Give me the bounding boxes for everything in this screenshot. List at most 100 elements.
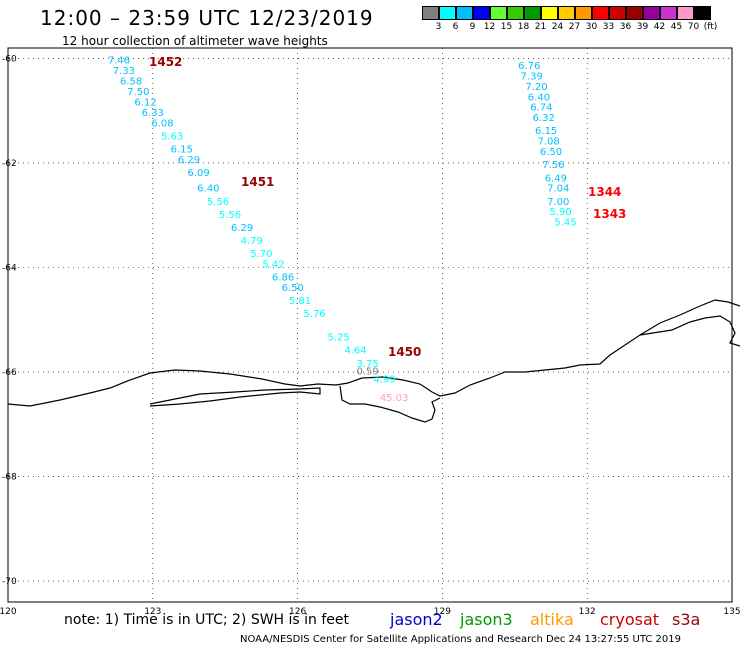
wave-height-label: 5.70 — [250, 249, 272, 260]
wave-height-label: 7.20 — [525, 82, 547, 93]
wave-height-label: 6.32 — [533, 113, 555, 124]
color-swatch — [507, 6, 524, 20]
longitude-tick-label: 120 — [0, 607, 17, 617]
longitude-tick-label: 123 — [144, 607, 161, 617]
wave-height-label: 4.79 — [241, 236, 263, 247]
color-swatch — [439, 6, 456, 20]
wave-height-label: 7.56 — [542, 160, 564, 171]
map-border — [7, 47, 733, 603]
wave-height-label: 6.09 — [188, 168, 210, 179]
color-scale-label: 39 — [636, 22, 649, 32]
latitude-tick-label: -66 — [2, 368, 17, 378]
latitude-tick-label: -64 — [2, 264, 17, 274]
color-swatch — [592, 6, 609, 20]
map-title: 12:00 – 23:59 UTC 12/23/2019 — [40, 6, 374, 30]
color-scale-label: 33 — [602, 22, 615, 32]
color-scale-label: 42 — [653, 22, 666, 32]
color-swatch — [422, 6, 439, 20]
wave-height-label: 6.15 — [171, 145, 193, 156]
color-scale-label: 6 — [452, 22, 459, 32]
graticule-grid — [7, 48, 733, 602]
antarctic-coastline — [7, 299, 740, 423]
wave-height-label: 3.75 — [356, 359, 378, 370]
color-swatch — [524, 6, 541, 20]
longitude-tick-label: 129 — [434, 607, 451, 617]
color-scale-label: 36 — [619, 22, 632, 32]
color-scale-label: 21 — [534, 22, 547, 32]
track-time-label: 1343 — [593, 207, 626, 221]
wave-height-label: 5.81 — [289, 296, 311, 307]
legend-jason2: jason2 — [390, 610, 443, 629]
wave-height-label: 6.40 — [528, 92, 550, 103]
altimeter-tracks: 7.467.336.587.506.126.336.085.636.156.29… — [108, 55, 627, 404]
wave-height-label: 7.46 — [108, 56, 130, 67]
legend-s3a: s3a — [672, 610, 701, 629]
map-subtitle: 12 hour collection of altimeter wave hei… — [62, 34, 328, 48]
color-scale-label: 30 — [585, 22, 598, 32]
wave-height-label: 6.15 — [535, 126, 557, 137]
axis-tick-labels: 120 123 126 129 132 135 -60 -62 -64 -66 -68 -70 — [0, 54, 740, 617]
color-scale-label: 18 — [517, 22, 530, 32]
wave-height-label: 6.86 — [272, 273, 294, 284]
color-swatch — [643, 6, 660, 20]
coastline-main — [7, 299, 740, 407]
color-swatch — [609, 6, 626, 20]
color-scale-label: 3 — [435, 22, 442, 32]
longitude-tick-label: 126 — [289, 607, 306, 617]
wave-height-label: 6.58 — [120, 77, 142, 88]
color-scale-label: (ft) — [703, 22, 718, 32]
wave-height-label: 6.76 — [518, 61, 540, 72]
latitude-tick-label: -70 — [2, 577, 17, 587]
track-time-label: 1450 — [388, 345, 421, 359]
color-swatch — [694, 6, 711, 20]
color-swatch — [490, 6, 507, 20]
wave-height-label: 7.04 — [547, 184, 569, 195]
wave-height-label: 4.99 — [373, 374, 395, 385]
color-scale-label: 27 — [568, 22, 581, 32]
wave-height-label: 6.74 — [530, 103, 552, 114]
wave-height-label: 6.33 — [142, 108, 164, 119]
wave-height-label: 5.63 — [161, 131, 183, 142]
wave-height-label: 7.33 — [113, 66, 135, 77]
wave-height-label: 45.03 — [380, 393, 409, 404]
color-scale-label: 9 — [469, 22, 476, 32]
wave-height-label: 5.42 — [262, 260, 284, 271]
wave-height-label: 6.49 — [545, 173, 567, 184]
wave-height-label: 5.25 — [327, 333, 349, 344]
color-swatch — [626, 6, 643, 20]
color-scale-label: 15 — [500, 22, 513, 32]
longitude-tick-label: 135 — [723, 607, 740, 617]
latitude-tick-label: -60 — [2, 54, 17, 64]
longitude-tick-label: 132 — [579, 607, 596, 617]
wave-height-color-scale — [422, 6, 711, 20]
footer-note: note: 1) Time is in UTC; 2) SWH is in fe… — [64, 612, 350, 628]
latitude-tick-label: -68 — [2, 473, 17, 483]
track-time-label: 1344 — [588, 185, 621, 199]
wave-height-label: 6.50 — [282, 283, 304, 294]
wave-height-label: 6.50 — [540, 147, 562, 158]
wave-height-label: 5.56 — [219, 210, 241, 221]
wave-height-label: 5.90 — [550, 207, 572, 218]
wave-height-label: 7.50 — [127, 87, 149, 98]
wave-height-label: 5.45 — [554, 218, 576, 229]
color-swatch — [541, 6, 558, 20]
credit-line: NOAA/NESDIS Center for Satellite Applica… — [240, 634, 682, 645]
color-scale-label: 45 — [670, 22, 683, 32]
color-scale-label: 70 — [687, 22, 700, 32]
wave-height-label: 5.56 — [207, 197, 229, 208]
color-swatch — [575, 6, 592, 20]
color-swatch — [456, 6, 473, 20]
wave-height-label: 6.29 — [231, 223, 253, 234]
wave-height-label: 7.39 — [521, 71, 543, 82]
wave-height-label: 4.64 — [344, 346, 366, 357]
wave-height-label: 7.00 — [547, 197, 569, 208]
wave-height-label: 5.76 — [303, 309, 325, 320]
wave-height-label: 0.59 — [356, 367, 378, 378]
color-swatch — [473, 6, 490, 20]
legend-jason3: jason3 — [460, 610, 513, 629]
color-swatch — [677, 6, 694, 20]
map-frame — [7, 47, 733, 603]
wave-height-label: 6.29 — [178, 155, 200, 166]
